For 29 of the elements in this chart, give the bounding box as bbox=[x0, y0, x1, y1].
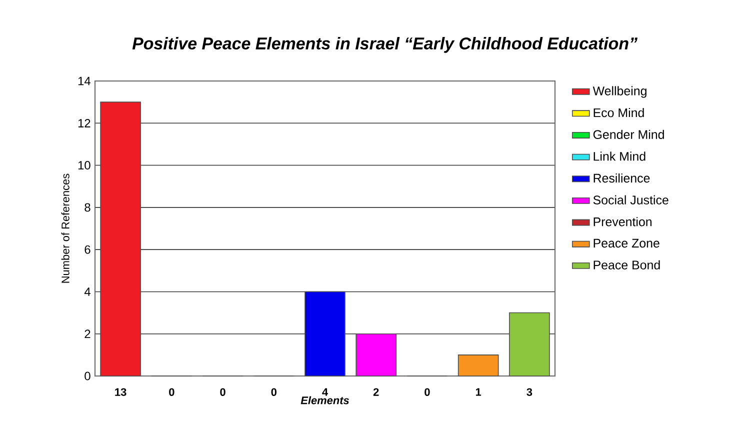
legend-label: Gender Mind bbox=[593, 130, 664, 139]
data-label: 3 bbox=[526, 388, 532, 396]
legend-label: Peace Bond bbox=[594, 260, 660, 270]
legend-label: Link Mind bbox=[594, 152, 646, 161]
y-tick-label: 8 bbox=[84, 203, 90, 212]
y-tick-label: 4 bbox=[84, 288, 90, 296]
data-label: 0 bbox=[220, 388, 226, 396]
y-tick-label: 12 bbox=[78, 118, 90, 128]
data-label: 4 bbox=[322, 388, 328, 396]
legend-label: Eco Mind bbox=[594, 108, 644, 118]
legend-label: Resilience bbox=[594, 173, 650, 183]
data-label: 2 bbox=[373, 388, 379, 396]
data-label: 0 bbox=[271, 388, 276, 396]
data-label: 13 bbox=[115, 388, 126, 396]
y-tick-label: 6 bbox=[84, 245, 90, 254]
y-tick-label: 2 bbox=[84, 330, 90, 338]
legend-label: Prevention bbox=[594, 217, 652, 226]
y-axis-title: Number of References bbox=[61, 174, 70, 283]
legend-label: Social Justice bbox=[593, 195, 668, 204]
data-label: 0 bbox=[424, 388, 430, 396]
y-tick-label: 14 bbox=[78, 76, 90, 86]
data-label: 0 bbox=[169, 388, 174, 396]
chart-title: Positive Peace Elements in Israel “Early Childhood Education” bbox=[132, 37, 638, 53]
y-tick-label: 0 bbox=[84, 372, 90, 380]
legend-label: Peace Zone bbox=[594, 238, 660, 248]
legend-label: Wellbeing bbox=[592, 86, 646, 98]
data-label: 1 bbox=[476, 388, 482, 396]
y-tick-label: 10 bbox=[78, 161, 90, 170]
x-axis-title: Elements bbox=[300, 396, 349, 404]
